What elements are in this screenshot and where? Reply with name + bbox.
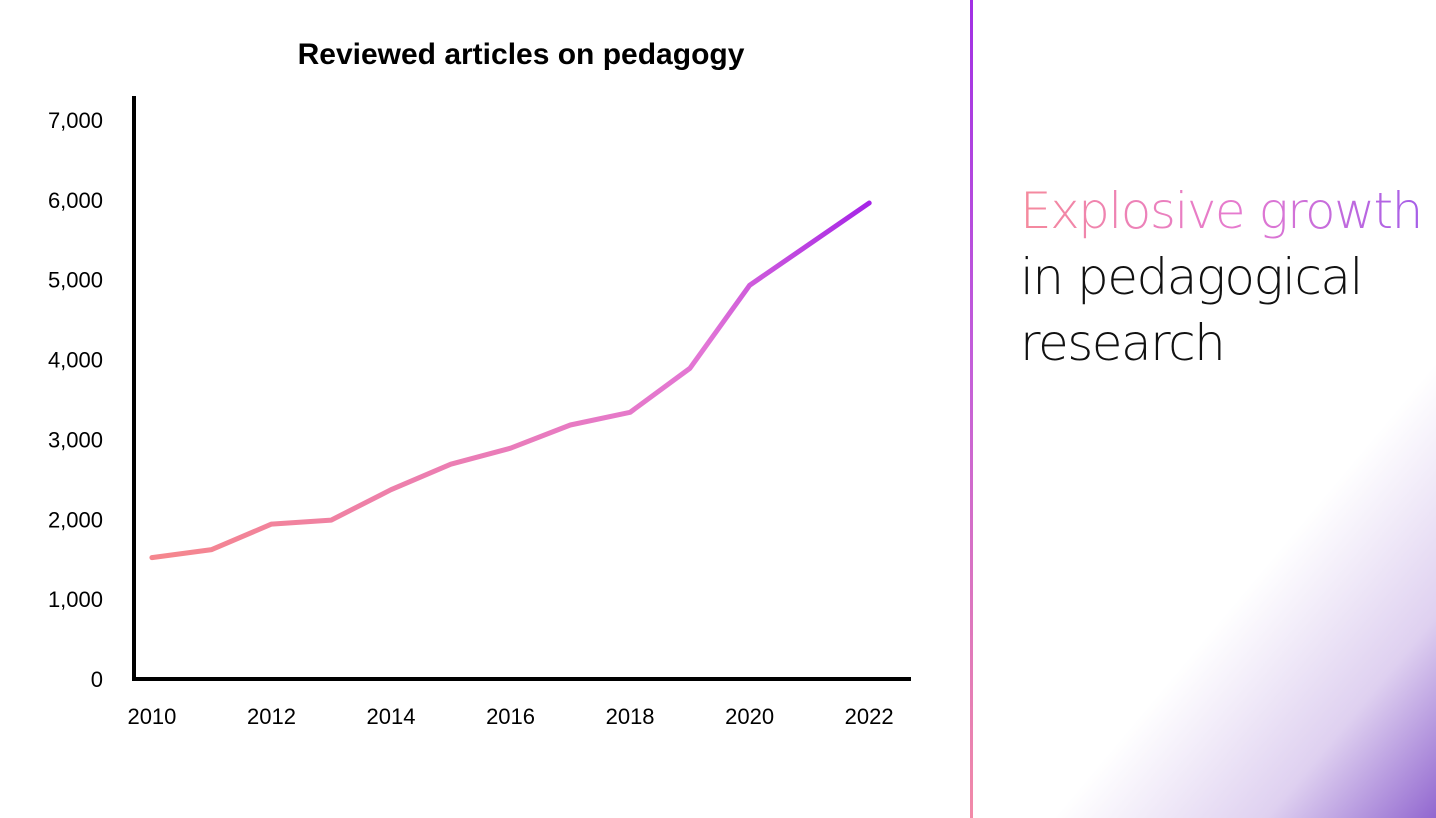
chart-title: Reviewed articles on pedagogy (298, 38, 745, 71)
x-tick-label: 2022 (845, 704, 894, 729)
y-tick-label: 3,000 (48, 427, 103, 452)
y-tick-label: 4,000 (48, 348, 103, 373)
headline-accent: Explosive growth (1020, 182, 1423, 240)
x-tick-label: 2012 (247, 704, 296, 729)
data-point (747, 283, 752, 288)
data-point (269, 521, 274, 527)
y-tick-label: 1,000 (48, 587, 103, 612)
data-point (866, 200, 872, 206)
x-tick-label: 2016 (486, 704, 535, 729)
slide-divider (970, 0, 973, 818)
y-tick-label: 0 (91, 667, 103, 692)
x-tick-label: 2020 (725, 704, 774, 729)
x-tick-label: 2018 (606, 704, 655, 729)
x-axis-ticks: 2010 2012 2014 2016 2018 2020 2022 (127, 704, 893, 729)
y-axis-ticks: 0 1,000 2,000 3,000 4,000 5,000 6,000 7,000 (48, 108, 103, 692)
data-points (149, 200, 872, 560)
data-point (209, 547, 214, 552)
slide-headline: Explosive growth in pedagogical research (1020, 178, 1430, 376)
y-tick-label: 5,000 (48, 268, 103, 293)
data-point (627, 410, 633, 415)
y-tick-label: 2,000 (48, 507, 103, 532)
line-chart: Reviewed articles on pedagogy 0 1,000 2,00… (48, 38, 911, 729)
data-point (568, 422, 573, 428)
x-tick-label: 2014 (367, 704, 416, 729)
y-tick-label: 7,000 (48, 108, 103, 133)
data-point (149, 555, 155, 560)
y-tick-label: 6,000 (48, 188, 103, 213)
data-point (687, 366, 693, 371)
data-point (448, 461, 453, 467)
x-tick-label: 2010 (127, 704, 176, 729)
headline-rest: in pedagogical research (1020, 248, 1363, 372)
data-point (388, 487, 394, 492)
series-line (149, 200, 872, 561)
data-point (329, 517, 334, 523)
data-point (508, 445, 513, 451)
